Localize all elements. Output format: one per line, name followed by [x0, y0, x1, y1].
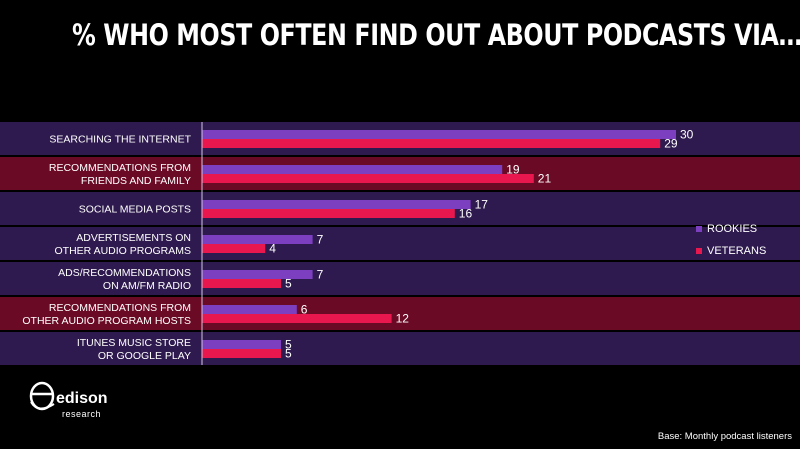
bar-rookies	[202, 340, 281, 349]
bar-rookies	[202, 200, 471, 209]
category-label: ITUNES MUSIC STORE OR GOOGLE PLAY	[77, 337, 191, 362]
bar-veterans	[202, 139, 661, 148]
category-label: RECOMMENDATIONS FROM FRIENDS AND FAMILY	[49, 162, 191, 187]
value-label: 29	[664, 137, 678, 151]
category-label: ADS/RECOMMENDATIONS ON AM/FM RADIO	[58, 267, 191, 292]
legend-swatch-rookies	[696, 226, 702, 232]
category-label-line: ITUNES MUSIC STORE	[77, 337, 191, 349]
value-label: 7	[317, 233, 324, 247]
bar-veterans	[202, 314, 392, 323]
logo-sub: research	[62, 409, 102, 419]
category-label-line: RECOMMENDATIONS FROM	[49, 302, 191, 314]
category-label-line: OTHER AUDIO PROGRAM HOSTS	[22, 315, 191, 327]
edison-logo-icon	[29, 381, 55, 411]
value-label: 21	[538, 172, 552, 186]
value-label: 30	[680, 128, 694, 142]
value-label: 5	[285, 347, 292, 361]
bar-rookies	[202, 130, 676, 139]
value-label: 16	[459, 207, 473, 221]
category-label-line: OR GOOGLE PLAY	[98, 350, 191, 362]
bar-rookies	[202, 165, 503, 174]
category-label-line: ADS/RECOMMENDATIONS	[58, 267, 191, 279]
category-label: RECOMMENDATIONS FROM OTHER AUDIO PROGRAM …	[22, 302, 191, 327]
bar-rookies	[202, 270, 313, 279]
chart-title: % WHO MOST OFTEN FIND OUT ABOUT PODCASTS…	[72, 18, 800, 52]
value-label: 19	[506, 163, 520, 177]
category-label: ADVERTISEMENTS ON OTHER AUDIO PROGRAMS	[54, 232, 191, 257]
category-label-line: ON AM/FM RADIO	[103, 280, 191, 292]
category-label: SOCIAL MEDIA POSTS	[79, 204, 191, 216]
value-label: 7	[317, 268, 324, 282]
value-label: 12	[396, 312, 410, 326]
category-band	[0, 297, 800, 330]
legend-label: ROOKIES	[707, 223, 757, 235]
base-note: Base: Monthly podcast listeners	[657, 431, 792, 442]
category-label-line: FRIENDS AND FAMILY	[81, 175, 191, 187]
value-label: 6	[301, 303, 308, 317]
bar-veterans	[202, 209, 455, 218]
category-label-line: OTHER AUDIO PROGRAMS	[54, 245, 191, 257]
bar-veterans	[202, 349, 281, 358]
bar-veterans	[202, 279, 281, 288]
bar-veterans	[202, 244, 266, 253]
category-label-line: SEARCHING THE INTERNET	[49, 134, 191, 146]
category-label-line: ADVERTISEMENTS ON	[76, 232, 191, 244]
legend-label: VETERANS	[707, 245, 766, 257]
value-label: 17	[475, 198, 489, 212]
value-label: 4	[269, 242, 276, 256]
category-band	[0, 227, 800, 260]
category-band	[0, 332, 800, 365]
logo-name: edison	[56, 390, 108, 407]
category-label: SEARCHING THE INTERNET	[49, 134, 191, 146]
category-band	[0, 262, 800, 295]
value-label: 5	[285, 277, 292, 291]
category-label-line: RECOMMENDATIONS FROM	[49, 162, 191, 174]
category-label-line: SOCIAL MEDIA POSTS	[79, 204, 191, 216]
bar-rookies	[202, 235, 313, 244]
bar-veterans	[202, 174, 534, 183]
legend-swatch-veterans	[696, 248, 702, 254]
bar-rookies	[202, 305, 297, 314]
value-label: 5	[285, 338, 292, 352]
